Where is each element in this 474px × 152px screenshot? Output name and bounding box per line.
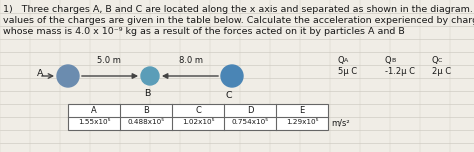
Text: 1)   Three charges A, B and C are located along the x axis and separated as show: 1) Three charges A, B and C are located … xyxy=(3,5,474,14)
Text: -1.2μ C: -1.2μ C xyxy=(385,67,415,76)
Text: A: A xyxy=(344,58,348,63)
Text: 2μ C: 2μ C xyxy=(432,67,451,76)
Text: C: C xyxy=(226,91,232,100)
Text: 5μ C: 5μ C xyxy=(338,67,357,76)
Text: C: C xyxy=(195,106,201,115)
Text: B: B xyxy=(391,58,395,63)
Text: A: A xyxy=(37,69,44,78)
Text: whose mass is 4.0 x 10⁻⁹ kg as a result of the forces acted on it by particles A: whose mass is 4.0 x 10⁻⁹ kg as a result … xyxy=(3,27,405,36)
Text: 0.754x10⁵: 0.754x10⁵ xyxy=(231,119,269,125)
Text: m/s²: m/s² xyxy=(331,119,350,128)
Text: 1.02x10⁵: 1.02x10⁵ xyxy=(182,119,214,125)
Text: 1.29x10⁵: 1.29x10⁵ xyxy=(286,119,318,125)
Text: D: D xyxy=(247,106,253,115)
Circle shape xyxy=(57,65,79,87)
Text: 5.0 m: 5.0 m xyxy=(97,56,121,65)
Text: values of the charges are given in the table below. Calculate the acceleration e: values of the charges are given in the t… xyxy=(3,16,474,25)
Text: B: B xyxy=(144,89,150,98)
Text: 1.55x10⁵: 1.55x10⁵ xyxy=(78,119,110,125)
Circle shape xyxy=(141,67,159,85)
Bar xyxy=(68,104,328,130)
Text: Q: Q xyxy=(338,56,345,65)
Text: Q: Q xyxy=(432,56,438,65)
Text: 8.0 m: 8.0 m xyxy=(179,56,203,65)
Circle shape xyxy=(221,65,243,87)
Text: E: E xyxy=(300,106,305,115)
Text: 0.488x10⁵: 0.488x10⁵ xyxy=(128,119,164,125)
Text: C: C xyxy=(438,58,442,63)
Text: B: B xyxy=(143,106,149,115)
Text: A: A xyxy=(91,106,97,115)
Text: Q: Q xyxy=(385,56,392,65)
